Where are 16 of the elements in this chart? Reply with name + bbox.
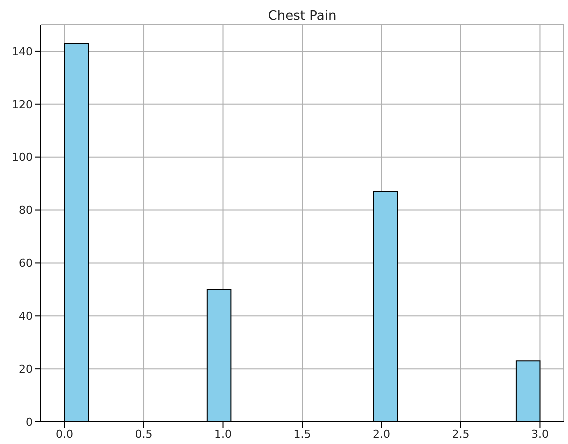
y-tick-label: 40 [19,310,33,324]
x-tick-label: 3.0 [531,428,549,441]
x-tick-label: 1.0 [214,428,232,441]
y-tick-label: 0 [26,416,33,429]
y-tick-label: 100 [12,151,33,164]
y-tick-label: 20 [19,362,33,376]
y-tick-label: 80 [19,204,33,218]
x-tick-label: 0.0 [56,428,74,441]
x-tick-label: 2.5 [452,428,470,441]
y-tick-label: 140 [12,45,33,58]
x-tick-label: 1.5 [294,428,312,441]
chart-title: Chest Pain [268,9,337,24]
x-tick-label: 2.0 [372,428,390,441]
x-tick-label: 0.5 [135,428,153,441]
y-tick-label: 120 [12,98,33,112]
y-tick-label: 60 [19,257,33,270]
